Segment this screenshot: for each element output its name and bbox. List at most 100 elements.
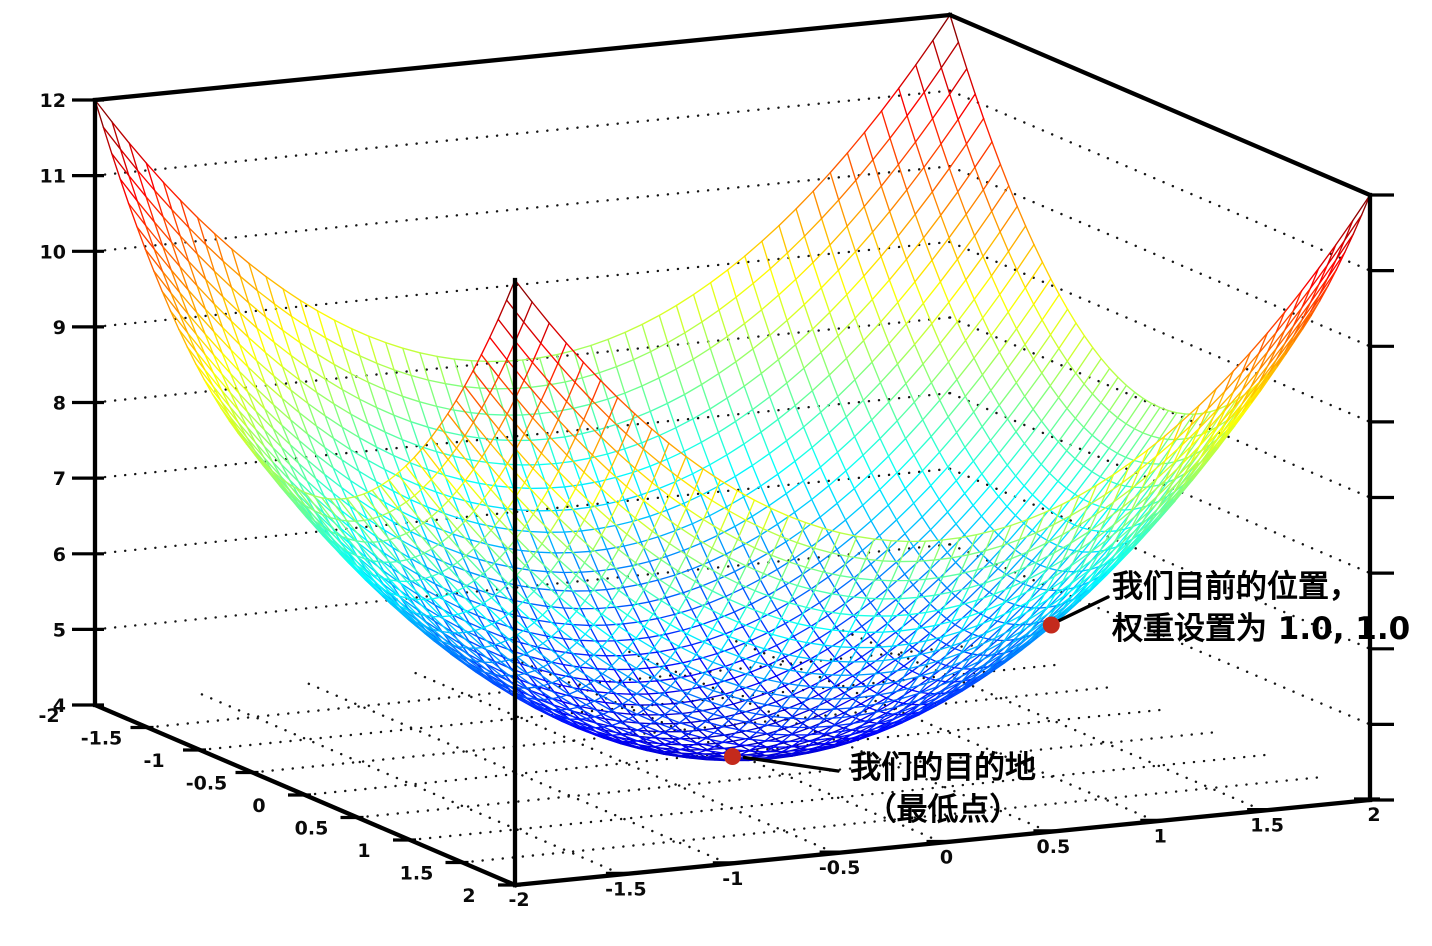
z-tick-label: 12 [40, 90, 66, 112]
x-tick-label: -2 [38, 705, 59, 727]
mesh-color-band [136, 131, 1329, 402]
mesh-color-band [127, 110, 1338, 382]
z-tick-label: 10 [40, 241, 66, 263]
mesh-color-band [305, 418, 1160, 616]
grid-dotted-line [93, 89, 952, 177]
mesh-color-band [169, 205, 1296, 458]
mesh-color-band [144, 152, 1321, 419]
mesh-color-band [170, 199, 1295, 454]
mesh-color-band [433, 568, 1032, 708]
grid-dotted-line [146, 641, 1004, 729]
annotation-destination-line2: （最低点） [865, 792, 1021, 828]
mesh-color-band [128, 91, 1337, 364]
axis-edge [92, 12, 953, 103]
mesh-color-band [119, 87, 1346, 364]
z-tick-label: 4 [53, 695, 66, 717]
mesh-color-band [94, 14, 1371, 303]
grid-dotted-line [356, 731, 1214, 819]
y-tick-label: 0.5 [1037, 836, 1071, 858]
mesh-color-band [127, 110, 1338, 384]
x-tick-label: 1.5 [400, 863, 434, 885]
mesh-color-band [220, 293, 1245, 531]
grid-dotted-line [93, 391, 952, 480]
mesh-color-band [228, 303, 1237, 537]
mesh-color-band [153, 159, 1312, 421]
z-tick-label: 11 [40, 166, 66, 188]
grid-dotted-line [93, 316, 952, 404]
mesh-color-band [178, 224, 1287, 478]
y-tick-label: 0 [940, 847, 953, 869]
x-tick-label: 2 [462, 885, 475, 907]
x-tick-label: 0 [252, 795, 265, 817]
mesh-color-band [186, 235, 1279, 484]
annotation-current-line1: 我们目前的位置， [1112, 569, 1360, 605]
annotation-leader-lines [742, 595, 1110, 773]
grid-dotted-line [93, 240, 952, 329]
mesh-color-band [262, 358, 1203, 576]
wireframe-surface-mesh [94, 14, 1371, 762]
leader-line-current [1056, 595, 1110, 623]
mesh-color-band [111, 64, 1354, 344]
y-tick-label: 1.5 [1250, 815, 1284, 837]
z-tick-label: 7 [53, 468, 66, 490]
mesh-color-band [407, 542, 1058, 695]
grid-dotted-line [93, 467, 952, 555]
y-tick-label: -1.5 [605, 878, 647, 900]
mesh-color-band [229, 309, 1236, 541]
annotation-current-line2: 权重设置为 1.0, 1.0 [1112, 611, 1411, 647]
mesh-color-band [211, 278, 1254, 515]
x-tick-label: -1 [143, 750, 164, 772]
y-tick-label: 2 [1367, 804, 1380, 826]
y-tick-label: 1 [1154, 825, 1167, 847]
z-tick-label: 6 [53, 544, 66, 566]
grid-dotted-line [948, 240, 1372, 424]
mesh-color-band [399, 534, 1066, 688]
mesh-color-band [296, 402, 1169, 608]
grid-dotted-line [303, 708, 1162, 797]
y-tick-label: -0.5 [819, 857, 861, 879]
z-tick-label: 8 [53, 393, 66, 415]
mesh-color-band [161, 190, 1304, 450]
current-position-point [1042, 616, 1060, 634]
y-tick-label: -1 [722, 868, 743, 890]
wall-floor-dotted-grid [93, 89, 1372, 876]
x-tick-label: 0.5 [295, 818, 329, 840]
mesh-color-band [322, 443, 1143, 631]
grid-dotted-line [251, 686, 1109, 774]
grid-dotted-line [93, 543, 952, 631]
mesh-color-band [280, 385, 1185, 595]
mesh-color-band [203, 261, 1262, 505]
grid-dotted-line [200, 693, 624, 876]
z-tick-label: 9 [53, 317, 66, 339]
mesh-color-band [254, 342, 1211, 563]
mesh-color-band [145, 137, 1320, 403]
annotation-destination: 我们的目的地 （最低点） [843, 747, 1043, 831]
mesh-color-band [203, 268, 1262, 512]
mesh-color-band [271, 366, 1194, 581]
grid-dotted-line [307, 682, 730, 865]
grid-dotted-line [198, 663, 1057, 752]
mesh-color-band [237, 314, 1228, 545]
y-tick-label: -2 [508, 889, 529, 911]
marked-data-points [724, 616, 1060, 765]
mesh-color-band [153, 171, 1312, 430]
x-tick-label: -0.5 [186, 773, 228, 795]
mesh-color-band [271, 372, 1194, 584]
axis-edge [947, 12, 1373, 198]
leader-line-destination [742, 755, 840, 773]
mesh-color-band [279, 377, 1186, 592]
mesh-color-band [102, 39, 1363, 324]
axis-tick-marks [72, 98, 1394, 887]
mesh-color-band [161, 179, 1304, 439]
x-tick-label: -1.5 [81, 728, 123, 750]
mesh-color-band [211, 282, 1254, 521]
grid-dotted-line [408, 753, 1267, 842]
destination-point [724, 748, 741, 765]
annotation-current-position: 我们目前的位置， 权重设置为 1.0, 1.0 [1112, 566, 1410, 650]
mesh-color-band [442, 578, 1023, 711]
grid-dotted-line [461, 776, 1319, 864]
annotation-destination-line1: 我们的目的地 [850, 750, 1036, 786]
grid-dotted-line [93, 165, 952, 253]
